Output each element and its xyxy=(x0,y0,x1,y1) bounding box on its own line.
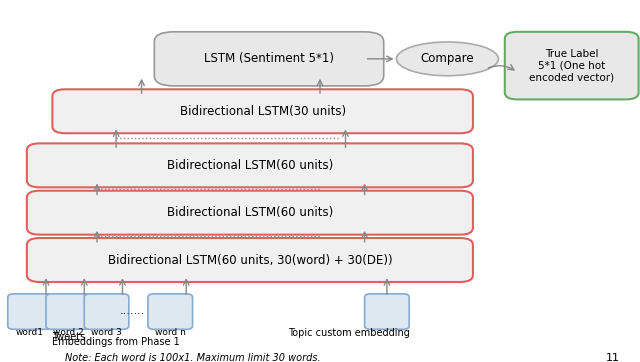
Text: True Label
5*1 (One hot
encoded vector): True Label 5*1 (One hot encoded vector) xyxy=(529,49,614,82)
Text: 11: 11 xyxy=(605,353,620,362)
Text: word n: word n xyxy=(155,328,186,337)
Ellipse shape xyxy=(396,42,499,76)
FancyBboxPatch shape xyxy=(27,238,473,282)
Text: word 2: word 2 xyxy=(53,328,84,337)
Text: word1: word1 xyxy=(16,328,44,337)
FancyBboxPatch shape xyxy=(52,89,473,133)
FancyBboxPatch shape xyxy=(84,294,129,329)
Text: Note: Each word is 100x1. Maximum limit 30 words.: Note: Each word is 100x1. Maximum limit … xyxy=(65,353,321,362)
Text: Bidirectional LSTM(60 units): Bidirectional LSTM(60 units) xyxy=(167,206,333,219)
FancyBboxPatch shape xyxy=(8,294,52,329)
FancyBboxPatch shape xyxy=(365,294,409,329)
FancyBboxPatch shape xyxy=(27,143,473,187)
FancyBboxPatch shape xyxy=(154,32,384,86)
FancyBboxPatch shape xyxy=(27,191,473,235)
Text: Bidirectional LSTM(60 units, 30(word) + 30(DE)): Bidirectional LSTM(60 units, 30(word) + … xyxy=(108,253,392,266)
Text: word 3: word 3 xyxy=(91,328,122,337)
Text: Compare: Compare xyxy=(420,52,474,66)
FancyBboxPatch shape xyxy=(505,32,639,100)
FancyBboxPatch shape xyxy=(46,294,91,329)
Text: Topic custom embedding: Topic custom embedding xyxy=(288,328,410,338)
Text: Bidirectional LSTM(30 units): Bidirectional LSTM(30 units) xyxy=(180,105,346,118)
Text: LSTM (Sentiment 5*1): LSTM (Sentiment 5*1) xyxy=(204,52,334,66)
FancyBboxPatch shape xyxy=(148,294,193,329)
Text: Bidirectional LSTM(60 units): Bidirectional LSTM(60 units) xyxy=(167,159,333,172)
Text: Tweets: Tweets xyxy=(52,332,86,342)
Text: .......: ....... xyxy=(119,306,145,316)
Text: Embeddings from Phase 1: Embeddings from Phase 1 xyxy=(52,337,180,347)
